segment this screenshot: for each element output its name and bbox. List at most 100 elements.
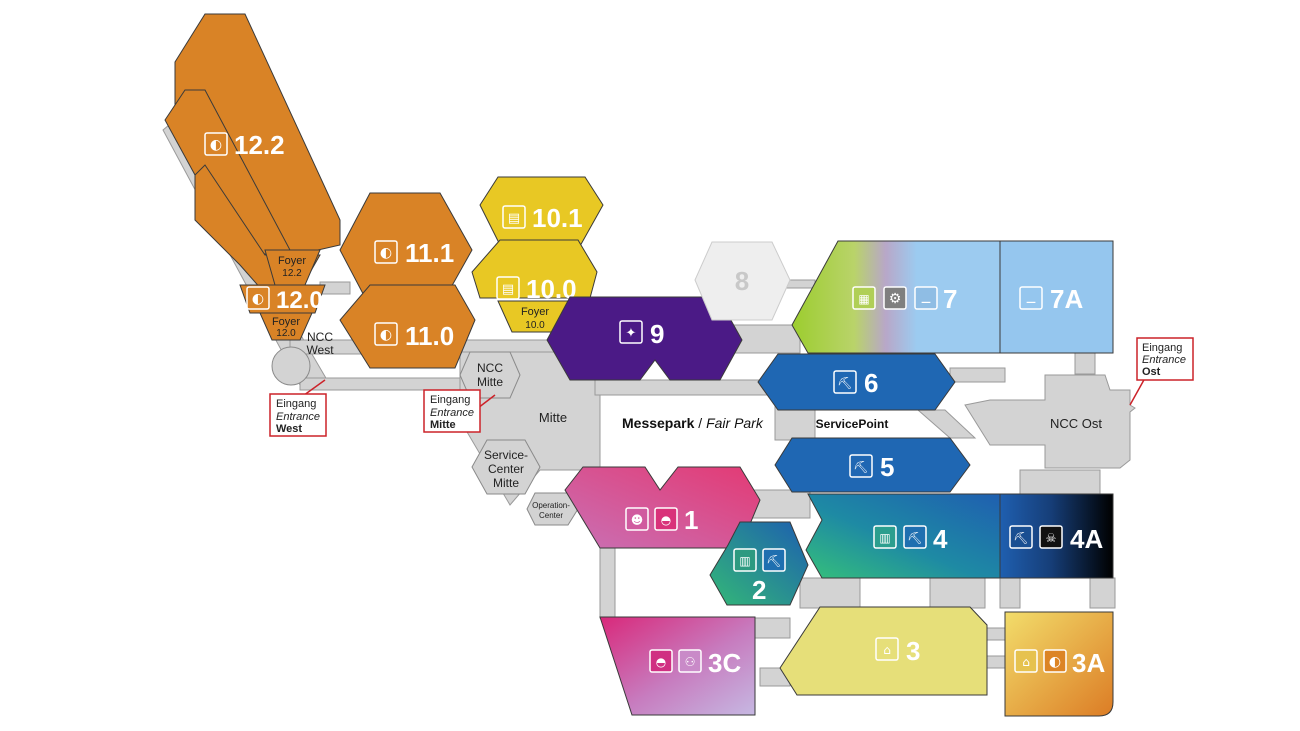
svg-text:Service-: Service-: [484, 448, 528, 462]
svg-text:12.0: 12.0: [276, 328, 296, 339]
svg-text:7A: 7A: [1050, 284, 1083, 314]
svg-text:☻: ☻: [631, 513, 644, 527]
svg-text:⌂: ⌂: [1022, 655, 1030, 669]
hall-12-0-label: 12.0: [276, 287, 323, 314]
hall-1[interactable]: ☻ ◓ 1: [564, 466, 761, 549]
svg-text:Operation-: Operation-: [532, 501, 570, 510]
hall-8[interactable]: 8: [694, 241, 791, 321]
svg-text:▥: ▥: [739, 554, 750, 568]
svg-text:◐: ◐: [210, 137, 222, 153]
hall-3c-icons: ◓ ⚇: [649, 649, 702, 673]
hall-10-0[interactable]: ▤ 10.0: [471, 239, 598, 304]
hall-4a-icons: ⛏ ☠: [1009, 525, 1063, 549]
hall-12-0[interactable]: ◐ 12.0: [239, 284, 326, 314]
hall-3[interactable]: ⌂ 3: [779, 606, 988, 696]
svg-text:10.0: 10.0: [526, 274, 577, 304]
hall-8-label: 8: [735, 266, 749, 296]
hall-7[interactable]: ▦ ⚙ ⚊ 7: [791, 240, 1001, 354]
hall-11-0[interactable]: ◐ 11.0: [339, 284, 476, 369]
ncc-ost-label: NCC Ost: [1050, 416, 1102, 431]
svg-text:⚙: ⚙: [889, 291, 902, 307]
svg-text:Ost: Ost: [1142, 366, 1161, 378]
hall-11-1[interactable]: ◐ 11.1: [339, 192, 473, 308]
entrance-ost[interactable]: Eingang Entrance Ost: [1129, 337, 1194, 406]
svg-text:10.0: 10.0: [525, 320, 545, 331]
hall-7a[interactable]: ⚊ 7A: [999, 240, 1114, 354]
hall-12-2[interactable]: ◐ 12.2: [164, 13, 341, 291]
hall-7-icons: ▦ ⚙ ⚊: [852, 286, 938, 310]
messepark-label: Messepark / Fair Park: [622, 415, 764, 431]
svg-text:Foyer: Foyer: [272, 316, 300, 328]
svg-text:◐: ◐: [380, 327, 392, 343]
svg-text:5: 5: [880, 452, 894, 482]
hall-4a[interactable]: ⛏ ☠ 4A: [999, 493, 1114, 579]
entrance-mitte[interactable]: Eingang Entrance Mitte: [423, 389, 496, 433]
svg-text:☠: ☠: [1046, 531, 1057, 545]
svg-text:Entrance: Entrance: [430, 407, 474, 419]
hall-12-2-label: 12.2: [234, 130, 285, 160]
foyer-12-2: Foyer 12.2: [264, 249, 321, 286]
foyer-10-0: Foyer 10.0: [497, 300, 571, 333]
hall-7a-icon: ⚊: [1019, 286, 1043, 310]
hall-10-1[interactable]: ▤ 10.1: [479, 176, 604, 256]
hall-9-icon: ✦: [619, 320, 643, 344]
hall-6-icon: ⛏: [833, 370, 857, 394]
foyer-12-2-line2: 12.2: [282, 268, 302, 279]
hall-11-1-icon: ◐: [374, 240, 398, 264]
service-point-label: ServicePoint: [816, 417, 889, 431]
hall-10-0-icon: ▤: [496, 276, 520, 300]
hall-5[interactable]: ⛏ 5: [774, 437, 971, 493]
svg-text:6: 6: [864, 368, 878, 398]
hall-1-icons: ☻ ◓: [625, 507, 678, 531]
svg-text:7: 7: [943, 284, 957, 314]
foyer-12-2-line1: Foyer: [278, 255, 306, 267]
svg-text:⛏: ⛏: [1013, 531, 1028, 545]
hall-2[interactable]: ▥ ⛏ 2: [709, 521, 809, 606]
svg-text:⌂: ⌂: [883, 643, 891, 657]
svg-text:NCC: NCC: [477, 361, 503, 375]
svg-text:Eingang: Eingang: [1142, 342, 1182, 354]
svg-text:West: West: [306, 343, 334, 357]
svg-text:11.0: 11.0: [405, 321, 454, 351]
svg-text:10.1: 10.1: [532, 203, 583, 233]
svg-text:2: 2: [752, 575, 766, 605]
hall-2-icons: ▥ ⛏: [733, 548, 786, 572]
svg-text:Mitte: Mitte: [493, 476, 519, 490]
svg-text:⛏: ⛏: [837, 376, 852, 390]
svg-text:Center: Center: [488, 462, 524, 476]
svg-text:▦: ▦: [858, 292, 869, 306]
svg-text:◓: ◓: [661, 513, 671, 527]
hall-4-icons: ▥ ⛏: [873, 525, 927, 549]
svg-text:West: West: [276, 423, 302, 435]
hall-3a[interactable]: ⌂ ◐ 3A: [1004, 611, 1114, 717]
entrance-west[interactable]: Eingang Entrance West: [269, 379, 327, 437]
ncc-west: NCC West: [271, 330, 334, 386]
svg-text:4: 4: [933, 524, 948, 554]
hall-3-icon: ⌂: [875, 637, 899, 661]
svg-text:NCC: NCC: [307, 330, 333, 344]
svg-text:4A: 4A: [1070, 524, 1103, 554]
svg-text:◐: ◐: [252, 291, 264, 307]
hall-12-0-icon: ◐: [246, 286, 270, 310]
svg-text:⚊: ⚊: [921, 292, 932, 306]
service-center-mitte: Service- Center Mitte: [471, 439, 541, 495]
svg-text:Center: Center: [539, 511, 563, 520]
hall-3c[interactable]: ◓ ⚇ 3C: [599, 616, 756, 716]
svg-text:1: 1: [684, 505, 698, 535]
svg-text:11.1: 11.1: [405, 238, 454, 268]
svg-text:▤: ▤: [508, 211, 520, 226]
svg-text:Eingang: Eingang: [430, 394, 470, 406]
svg-text:Mitte: Mitte: [430, 419, 456, 431]
hall-4[interactable]: ▥ ⛏ 4: [805, 493, 1001, 579]
svg-text:Mitte: Mitte: [477, 375, 503, 389]
hall-9[interactable]: ✦ 9: [546, 296, 743, 381]
svg-text:⚇: ⚇: [685, 655, 696, 669]
hall-11-0-icon: ◐: [374, 322, 398, 346]
mitte-label: Mitte: [539, 410, 567, 425]
svg-text:Foyer: Foyer: [521, 306, 549, 318]
svg-text:✦: ✦: [626, 326, 637, 341]
hall-12-2-icon: ◐: [204, 132, 228, 156]
hall-6[interactable]: ⛏ 6: [757, 353, 956, 411]
hall-3a-icons: ⌂ ◐: [1014, 649, 1067, 673]
